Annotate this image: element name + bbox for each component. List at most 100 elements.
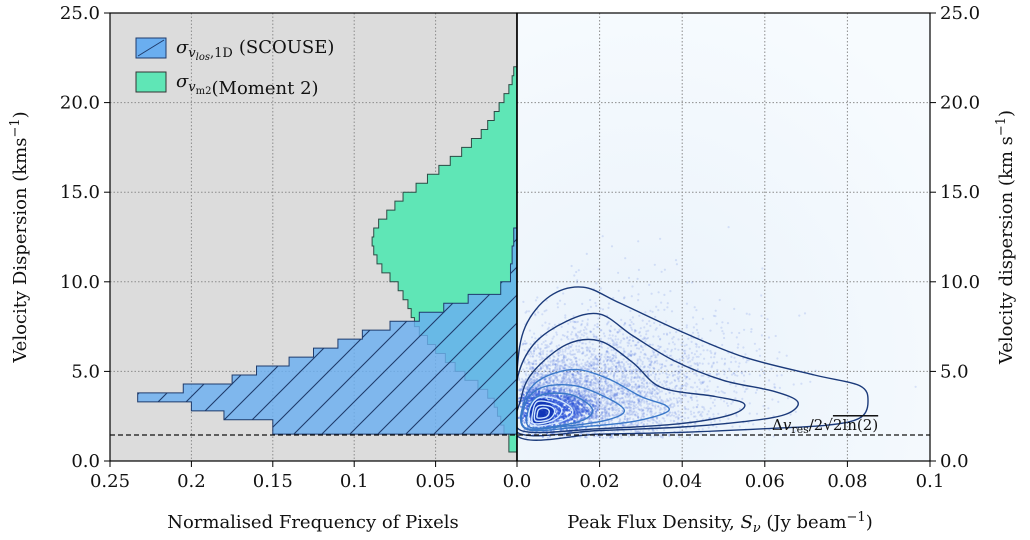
density-point xyxy=(628,365,631,369)
density-point xyxy=(653,362,656,365)
density-point xyxy=(539,375,542,378)
density-point xyxy=(646,385,649,388)
density-point xyxy=(648,370,651,373)
density-point xyxy=(618,378,621,381)
density-point xyxy=(767,336,771,339)
density-point xyxy=(566,359,569,362)
density-point xyxy=(550,350,553,353)
density-point xyxy=(646,357,649,360)
density-point xyxy=(598,402,601,405)
density-point xyxy=(582,403,585,406)
density-point xyxy=(684,394,687,397)
density-point xyxy=(683,352,686,355)
density-point xyxy=(654,420,657,423)
density-point xyxy=(642,415,645,418)
density-point xyxy=(534,312,537,316)
density-point xyxy=(687,400,690,403)
density-point xyxy=(701,428,704,431)
density-point xyxy=(592,358,595,361)
density-point xyxy=(525,363,528,366)
density-point xyxy=(669,405,673,409)
density-point xyxy=(767,407,770,410)
density-point xyxy=(613,394,616,397)
density-point xyxy=(601,436,605,439)
density-point xyxy=(650,402,654,405)
density-point xyxy=(639,372,642,375)
density-point xyxy=(604,402,607,405)
density-point xyxy=(611,386,614,389)
density-point xyxy=(738,408,742,411)
density-point xyxy=(617,289,620,292)
density-point xyxy=(594,377,597,381)
density-point xyxy=(646,405,650,408)
density-point xyxy=(563,406,567,409)
density-point xyxy=(533,332,536,335)
density-point xyxy=(621,380,624,383)
density-point xyxy=(726,322,730,325)
density-point xyxy=(617,330,620,334)
density-point xyxy=(608,389,611,392)
density-point xyxy=(637,293,640,296)
density-point xyxy=(640,384,644,388)
density-point xyxy=(538,376,541,379)
density-point xyxy=(617,370,620,373)
density-point xyxy=(576,400,579,403)
density-point xyxy=(567,395,570,398)
density-point xyxy=(595,393,598,397)
density-point xyxy=(665,384,668,387)
density-point xyxy=(558,368,562,371)
density-point xyxy=(620,392,624,395)
density-point xyxy=(566,347,569,350)
density-point xyxy=(626,344,630,347)
density-point xyxy=(561,348,564,351)
density-point xyxy=(665,398,669,401)
density-point xyxy=(529,389,532,392)
density-point xyxy=(635,430,638,433)
density-point xyxy=(600,343,603,346)
density-point xyxy=(552,394,555,397)
density-point xyxy=(597,364,600,367)
density-point xyxy=(585,252,588,255)
density-point xyxy=(702,374,705,377)
density-point xyxy=(725,376,729,379)
density-point xyxy=(585,374,589,378)
density-point xyxy=(555,373,558,376)
density-point xyxy=(620,361,623,364)
density-point xyxy=(589,305,593,308)
density-point xyxy=(548,390,551,393)
density-point xyxy=(534,378,537,381)
density-point xyxy=(522,342,525,345)
density-point xyxy=(617,271,620,274)
density-point xyxy=(610,401,613,404)
density-point xyxy=(529,343,532,346)
density-point xyxy=(521,385,524,389)
density-point xyxy=(634,414,637,417)
density-point xyxy=(547,360,550,363)
density-point xyxy=(630,403,633,406)
density-point xyxy=(668,404,671,407)
density-point xyxy=(605,350,608,353)
density-point xyxy=(660,398,663,402)
density-point xyxy=(589,330,592,334)
density-point xyxy=(733,372,736,375)
density-point xyxy=(556,395,559,398)
density-point xyxy=(568,352,571,355)
density-point xyxy=(658,408,662,412)
density-point xyxy=(648,363,652,367)
density-point xyxy=(557,374,560,377)
density-point xyxy=(692,411,696,414)
density-point xyxy=(639,402,642,405)
density-point xyxy=(632,368,635,371)
density-point xyxy=(598,388,601,391)
density-point xyxy=(592,364,595,367)
density-point xyxy=(760,368,763,371)
density-point xyxy=(546,365,549,368)
density-point xyxy=(629,406,632,409)
density-point xyxy=(521,416,525,419)
density-point xyxy=(528,392,531,395)
density-point xyxy=(605,349,608,353)
density-point xyxy=(658,381,662,384)
density-point xyxy=(597,345,601,348)
density-point xyxy=(543,394,547,397)
density-point xyxy=(747,359,750,362)
